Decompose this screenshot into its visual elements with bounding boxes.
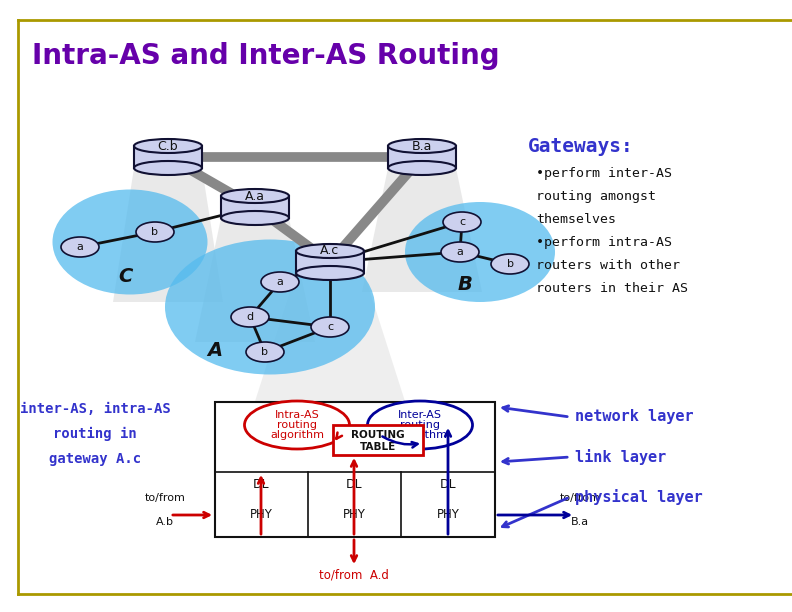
Text: b: b [507,259,513,269]
Text: DL: DL [253,479,269,491]
Text: a: a [456,247,463,257]
Text: to/from: to/from [145,493,185,503]
Text: link layer: link layer [575,449,666,465]
Ellipse shape [388,161,456,175]
Text: ROUTING: ROUTING [351,430,405,441]
Text: A: A [208,340,223,359]
Text: B.a: B.a [412,140,432,152]
Text: d: d [246,312,253,322]
Text: Intra-AS: Intra-AS [275,410,319,420]
Text: DL: DL [440,479,456,491]
Text: inter-AS, intra-AS: inter-AS, intra-AS [20,402,170,416]
Text: network layer: network layer [575,409,694,425]
Ellipse shape [261,272,299,292]
Text: routing: routing [400,420,440,430]
Text: PHY: PHY [436,509,459,521]
Polygon shape [195,218,315,342]
Ellipse shape [221,211,289,225]
Text: algorithm: algorithm [393,430,447,440]
Text: themselves: themselves [536,213,616,226]
Ellipse shape [221,189,289,203]
Text: PHY: PHY [343,509,365,521]
Text: A.a: A.a [245,190,265,203]
Text: Inter-AS: Inter-AS [398,410,442,420]
Text: •perform intra-AS: •perform intra-AS [536,236,672,249]
Text: A.c: A.c [321,245,340,258]
Ellipse shape [134,139,202,153]
Text: B: B [458,275,473,294]
Text: Intra-AS and Inter-AS Routing: Intra-AS and Inter-AS Routing [32,42,500,70]
Polygon shape [113,168,223,302]
Bar [215,402,495,537]
Ellipse shape [246,342,284,362]
Text: C.b: C.b [158,140,178,152]
Ellipse shape [296,244,364,258]
Text: b: b [151,227,158,237]
Polygon shape [362,168,482,292]
Ellipse shape [367,401,473,449]
Ellipse shape [311,317,349,337]
Ellipse shape [245,401,349,449]
Bar [333,425,423,455]
Ellipse shape [52,190,208,294]
Text: Gateways:: Gateways: [528,137,634,156]
Ellipse shape [491,254,529,274]
Bar [221,196,289,218]
Text: DL: DL [345,479,362,491]
Text: C: C [118,267,132,286]
Ellipse shape [61,237,99,257]
Text: routing: routing [277,420,317,430]
Text: b: b [261,347,268,357]
Ellipse shape [388,139,456,153]
Text: c: c [327,322,333,332]
Ellipse shape [441,242,479,262]
Ellipse shape [443,212,481,232]
Bar [134,146,202,168]
Text: A.b: A.b [156,517,174,527]
Ellipse shape [165,239,375,375]
Text: routers in their AS: routers in their AS [536,282,688,295]
Text: a: a [77,242,83,252]
Text: •perform inter-AS: •perform inter-AS [536,167,672,180]
Text: to/from: to/from [560,493,600,503]
Bar [296,251,364,273]
Text: PHY: PHY [249,509,272,521]
Ellipse shape [231,307,269,327]
Text: routers with other: routers with other [536,259,680,272]
Text: routing amongst: routing amongst [536,190,656,203]
Text: c: c [459,217,465,227]
Ellipse shape [134,161,202,175]
Ellipse shape [136,222,174,242]
Bar [388,146,456,168]
Text: a: a [276,277,284,287]
Text: routing in: routing in [53,427,137,441]
Text: B.a: B.a [571,517,589,527]
Text: physical layer: physical layer [575,489,703,505]
Polygon shape [250,273,410,417]
Text: TABLE: TABLE [360,442,396,452]
Text: algorithm: algorithm [270,430,324,440]
Text: to/from  A.d: to/from A.d [319,569,389,582]
Text: gateway A.c: gateway A.c [49,452,141,466]
Ellipse shape [405,202,555,302]
Ellipse shape [296,266,364,280]
